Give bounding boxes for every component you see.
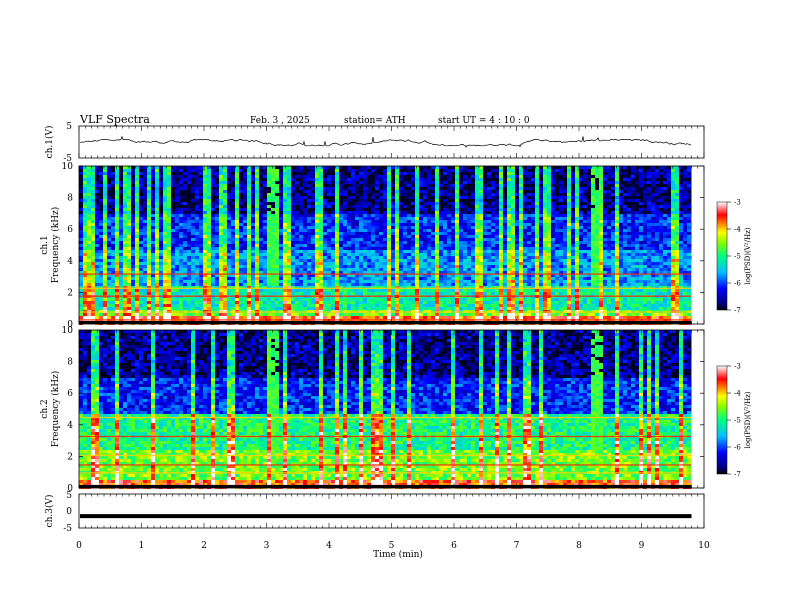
x-tick-label: 10: [698, 541, 710, 551]
colorbar-tick-label: -5: [734, 417, 741, 425]
ch1-colorbar: [716, 201, 728, 311]
colorbar-tick-label: -3: [734, 363, 741, 371]
colorbar-tick-label: -6: [734, 444, 741, 452]
x-tick-label: 8: [576, 541, 582, 551]
ch2-spec-ytick: 6: [67, 389, 73, 399]
x-tick-label: 6: [451, 541, 457, 551]
ch3-waveform-panel: 5 0 -5 ch.3(V) 0 1 2 3 4 5 6 7 8 9 10 Time (min): [44, 126, 710, 560]
x-axis-label: Time (min): [373, 549, 423, 560]
ch3-ytick-top: 5: [66, 491, 72, 501]
x-tick-label: 4: [326, 541, 332, 551]
ch2-spec-ylabel-freq: Frequency (kHz): [50, 371, 61, 448]
ch2-spec-ytick: 10: [62, 326, 74, 336]
ch2-spec-ytick: 4: [67, 421, 73, 431]
ch1-spec-ytick: 10: [62, 162, 74, 172]
colorbar-tick-label: -7: [734, 471, 741, 479]
ch2-spec-ylabel-ch: ch.2: [40, 399, 50, 418]
date-label: Feb. 3 , 2025: [250, 116, 310, 126]
x-tick-label: 0: [76, 541, 82, 551]
colorbar-tick-label: -3: [734, 199, 741, 207]
colorbar-tick-label: -4: [734, 226, 741, 234]
ch2-colorbar: [716, 365, 728, 475]
ch2-spec-ytick: 2: [67, 452, 73, 462]
ch1-spec-ytick: 4: [67, 257, 73, 267]
colorbar-tick-label: -6: [734, 280, 741, 288]
x-tick-label: 1: [139, 541, 145, 551]
ch1-wave-ylabel: ch.1(V): [44, 126, 55, 159]
ch1-spec-ylabel-ch: ch.1: [40, 235, 50, 254]
colorbar-tick-label: -5: [734, 253, 741, 261]
ch2-spectrogram-image: [79, 330, 692, 489]
ch2-colorbar-label: log(PSD)(V²/Hz): [744, 391, 752, 448]
start-ut-label: start UT = 4 : 10 : 0: [438, 116, 530, 126]
colorbar-tick-label: -7: [734, 307, 741, 315]
ch2-spec-ytick: 8: [67, 358, 73, 368]
ch1-waveform-panel: 5 -5 ch.1(V): [44, 122, 705, 164]
x-tick-label: 3: [264, 541, 270, 551]
x-tick-label: 7: [514, 541, 520, 551]
ch1-spec-ytick: 6: [67, 225, 73, 235]
ch1-spectrogram-image: [79, 166, 692, 325]
ch3-ytick-bottom: -5: [63, 524, 72, 534]
station-label: station= ATH: [344, 116, 406, 126]
x-tick-label: 9: [639, 541, 645, 551]
ch1-spec-ytick: 8: [67, 194, 73, 204]
ch3-waveform-frame: [78, 493, 705, 529]
ch3-wave-ylabel: ch.3(V): [44, 495, 55, 528]
ch1-ytick-bottom: -5: [63, 154, 72, 164]
colorbar-tick-label: -4: [734, 390, 741, 398]
ch1-ytick-top: 5: [66, 122, 72, 132]
ch1-spec-ylabel-freq: Frequency (kHz): [50, 207, 61, 284]
figure-title: VLF Spectra: [79, 113, 150, 126]
ch1-colorbar-label: log(PSD)(V²/Hz): [744, 227, 752, 284]
ch3-ytick-mid: 0: [66, 507, 72, 517]
ch2-spec-ytick: 0: [67, 484, 73, 494]
ch1-spec-ytick: 2: [67, 288, 73, 298]
ch1-waveform-line: [79, 135, 692, 148]
x-tick-label: 5: [389, 541, 395, 551]
ch1-spec-ytick: 0: [67, 320, 73, 330]
x-tick-label: 2: [201, 541, 207, 551]
